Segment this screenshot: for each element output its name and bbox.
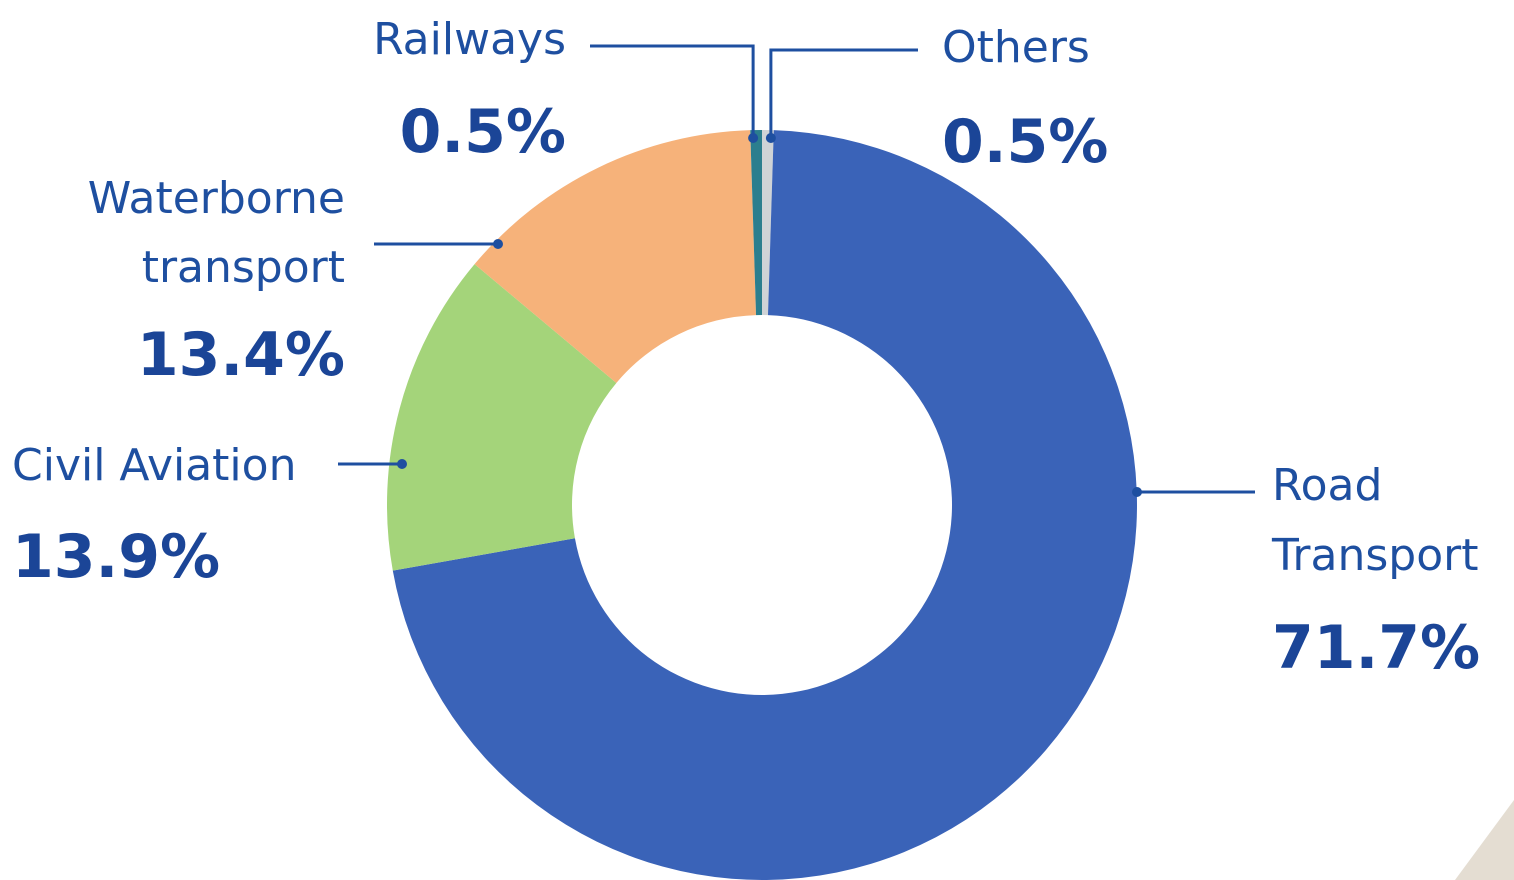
label-waterborne-transport-line-1: Waterborne	[88, 173, 345, 224]
corner-decoration	[1455, 800, 1514, 880]
leader-dot-waterborne-transport	[493, 239, 503, 249]
label-civil-aviation-line-1: Civil Aviation	[12, 440, 296, 491]
label-road-transport-line-1: Road	[1272, 460, 1382, 511]
leader-dot-railways	[748, 133, 759, 143]
value-label-waterborne-transport: 13.4%	[137, 320, 345, 390]
slice-railways	[750, 130, 762, 316]
value-label-railways: 0.5%	[400, 97, 566, 167]
label-waterborne-transport-line-2: transport	[142, 242, 345, 293]
leader-dot-civil-aviation	[397, 459, 407, 469]
slice-labels: Others 0.5% Road Transport 71.7% Civil Aviati…	[12, 14, 1480, 683]
leader-dot-others	[765, 133, 776, 143]
label-others-line-1: Others	[942, 22, 1090, 73]
value-label-road-transport: 71.7%	[1272, 613, 1480, 683]
label-road-transport-line-2: Transport	[1271, 530, 1478, 581]
leader-dot-road-transport	[1132, 487, 1142, 497]
value-label-civil-aviation: 13.9%	[12, 522, 220, 592]
value-label-others: 0.5%	[942, 107, 1108, 177]
slice-road-transport	[392, 130, 1138, 880]
slice-others	[762, 130, 774, 316]
slice-waterborne-transport	[474, 130, 757, 383]
donut-slices	[386, 130, 1138, 880]
leader-others	[769, 48, 918, 138]
slice-civil-aviation	[386, 264, 617, 571]
label-railways-line-1: Railways	[373, 14, 566, 65]
leader-railways	[590, 44, 755, 138]
